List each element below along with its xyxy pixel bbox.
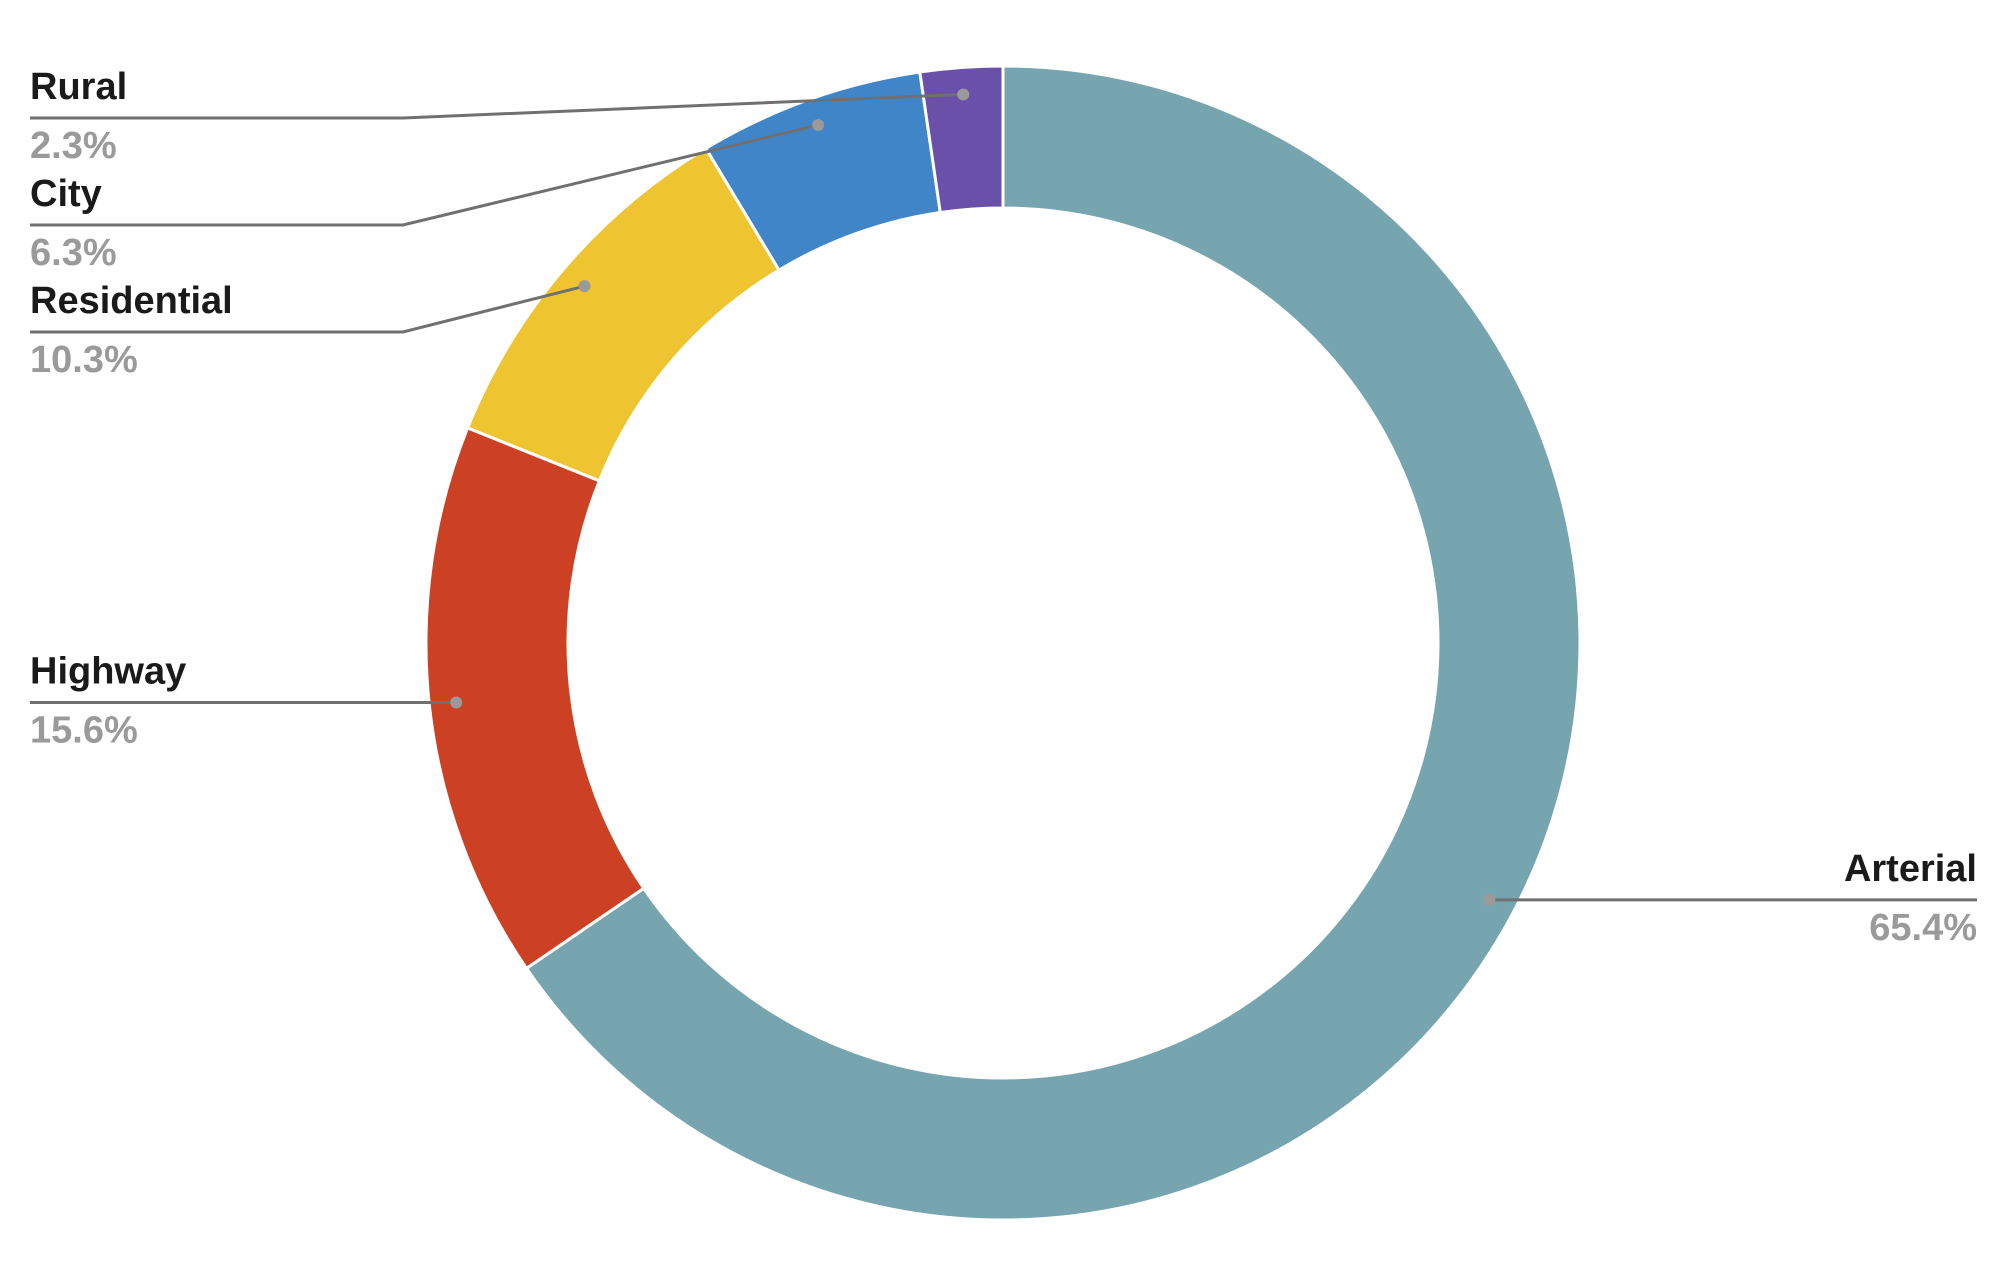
leader-dot <box>957 88 970 101</box>
slice-percent: 6.3% <box>30 232 117 274</box>
donut-slice <box>524 64 1582 1222</box>
slice-percent: 65.4% <box>1869 907 1977 949</box>
leader-dot <box>1483 893 1496 906</box>
leader-dot <box>578 280 591 293</box>
slice-name: Highway <box>30 651 186 693</box>
slice-percent: 2.3% <box>30 125 117 167</box>
leader-line <box>30 123 819 227</box>
leader-dot <box>450 696 463 709</box>
slice-percent: 10.3% <box>30 339 138 381</box>
slice-name: Rural <box>30 66 127 108</box>
slice-name: Arterial <box>1844 848 1977 890</box>
slice-percent: 15.6% <box>30 710 138 752</box>
leader-line <box>30 92 964 120</box>
leader-line <box>30 284 585 334</box>
slice-name: City <box>30 173 102 215</box>
donut-slice <box>918 64 1005 215</box>
slice-name: Residential <box>30 280 233 322</box>
leader-dot <box>812 118 825 131</box>
